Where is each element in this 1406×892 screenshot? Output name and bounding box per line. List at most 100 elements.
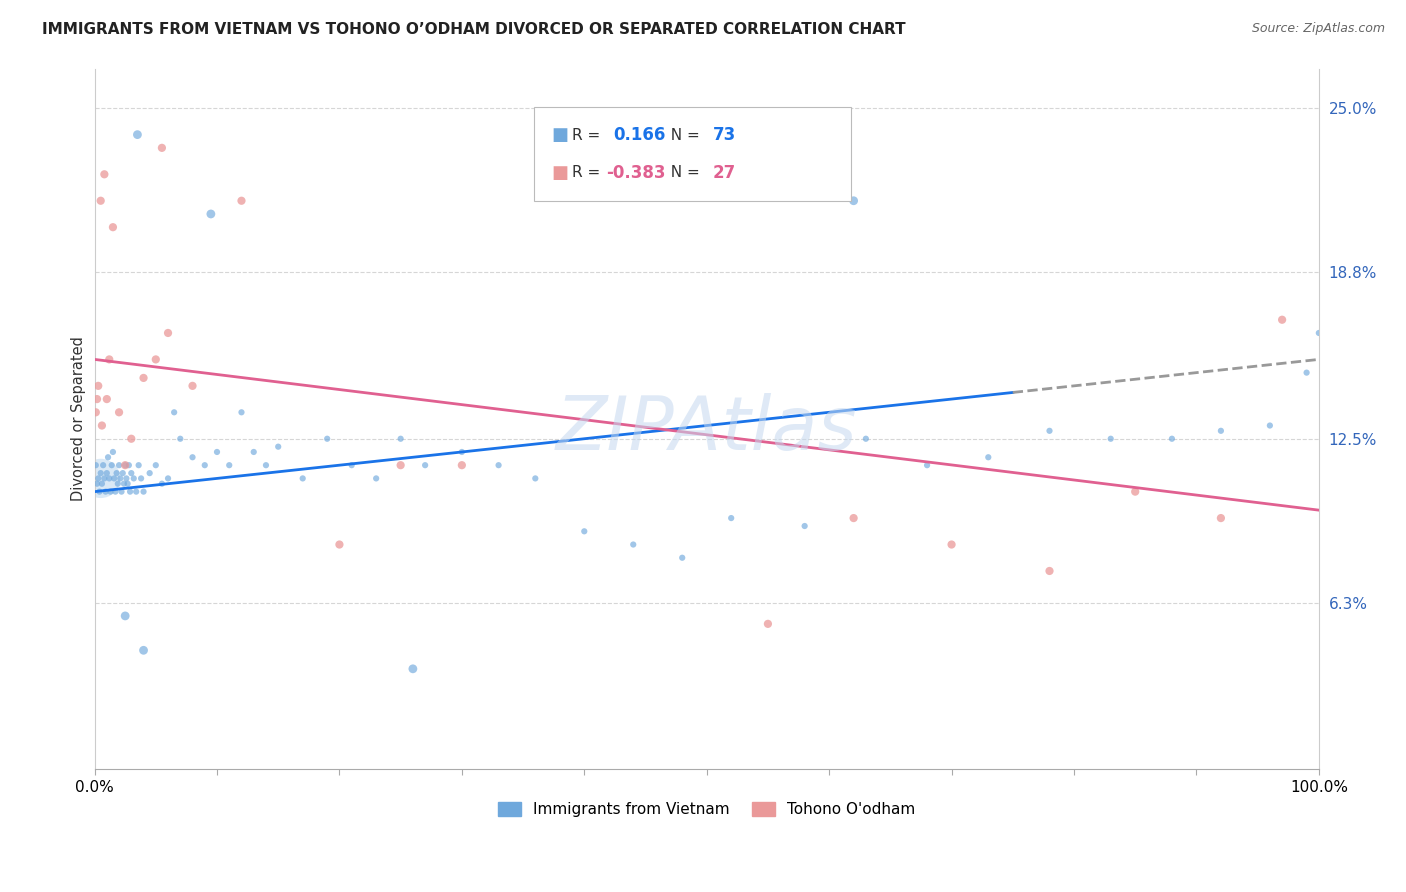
Point <box>110 484 132 499</box>
Point <box>132 484 155 499</box>
Point <box>181 379 204 393</box>
Point <box>132 371 155 385</box>
Point <box>96 466 118 480</box>
Point <box>254 458 277 473</box>
Point <box>157 471 180 485</box>
Text: R =: R = <box>572 128 606 143</box>
Point <box>671 550 693 565</box>
Point <box>107 476 129 491</box>
Point <box>402 662 425 676</box>
Text: ■: ■ <box>551 163 568 181</box>
Point <box>145 458 167 473</box>
Point <box>291 471 314 485</box>
Point <box>128 458 150 473</box>
Point <box>941 537 963 551</box>
Point <box>90 471 112 485</box>
Point <box>1308 326 1330 340</box>
Point <box>115 471 138 485</box>
Point <box>111 466 134 480</box>
Point <box>87 379 110 393</box>
Point <box>1209 424 1232 438</box>
Point <box>756 616 779 631</box>
Point <box>842 194 865 208</box>
Point <box>86 392 108 406</box>
Text: IMMIGRANTS FROM VIETNAM VS TOHONO O’ODHAM DIVORCED OR SEPARATED CORRELATION CHAR: IMMIGRANTS FROM VIETNAM VS TOHONO O’ODHA… <box>42 22 905 37</box>
Point <box>87 471 110 485</box>
Legend: Immigrants from Vietnam, Tohono O'odham: Immigrants from Vietnam, Tohono O'odham <box>491 795 924 825</box>
Point <box>574 524 596 539</box>
Point <box>105 466 128 480</box>
Point <box>84 405 107 419</box>
Point <box>413 458 436 473</box>
Point <box>114 458 136 473</box>
Text: Source: ZipAtlas.com: Source: ZipAtlas.com <box>1251 22 1385 36</box>
Text: 27: 27 <box>713 163 737 181</box>
Point <box>267 440 290 454</box>
Point <box>524 471 547 485</box>
Point <box>1209 511 1232 525</box>
Point <box>125 484 148 499</box>
Point <box>132 643 155 657</box>
Point <box>194 458 217 473</box>
Point <box>108 458 131 473</box>
Point <box>450 458 472 473</box>
Point <box>120 466 142 480</box>
Point <box>720 511 742 525</box>
Point <box>90 194 112 208</box>
Point <box>90 476 112 491</box>
Point <box>1038 564 1060 578</box>
Point <box>793 519 815 533</box>
Point <box>100 458 122 473</box>
Point <box>1161 432 1184 446</box>
Point <box>90 418 112 433</box>
Point <box>114 458 136 473</box>
Point <box>328 537 350 551</box>
Text: ZIPAtlas: ZIPAtlas <box>555 393 858 466</box>
Point <box>117 476 139 491</box>
Point <box>118 458 141 473</box>
Point <box>488 458 510 473</box>
Point <box>842 511 865 525</box>
Point <box>977 450 1000 465</box>
Point <box>114 608 136 623</box>
Point <box>150 476 173 491</box>
Point <box>169 432 191 446</box>
Point <box>389 458 412 473</box>
Point <box>93 167 115 181</box>
Point <box>181 450 204 465</box>
Point <box>90 466 112 480</box>
Point <box>98 352 121 367</box>
Point <box>108 405 131 419</box>
Point <box>915 458 938 473</box>
Point <box>138 466 160 480</box>
Point <box>98 471 121 485</box>
Point <box>93 471 115 485</box>
Point <box>96 392 118 406</box>
Point <box>100 484 122 499</box>
Text: N =: N = <box>661 128 704 143</box>
Y-axis label: Divorced or Separated: Divorced or Separated <box>72 336 86 501</box>
Point <box>1123 484 1146 499</box>
Point <box>340 458 363 473</box>
Point <box>1271 312 1294 326</box>
Text: N =: N = <box>661 165 704 180</box>
Point <box>450 445 472 459</box>
Point <box>89 484 111 499</box>
Point <box>103 471 125 485</box>
Point <box>855 432 877 446</box>
Point <box>218 458 240 473</box>
Point <box>1038 424 1060 438</box>
Text: -0.383: -0.383 <box>606 163 665 181</box>
Point <box>157 326 180 340</box>
Point <box>231 194 253 208</box>
Point <box>242 445 264 459</box>
Point <box>231 405 253 419</box>
Text: R =: R = <box>572 165 606 180</box>
Text: 0.166: 0.166 <box>613 127 665 145</box>
Point <box>163 405 186 419</box>
Point <box>129 471 152 485</box>
Point <box>112 476 135 491</box>
Point <box>127 128 149 142</box>
Point <box>91 458 114 473</box>
Point <box>366 471 388 485</box>
